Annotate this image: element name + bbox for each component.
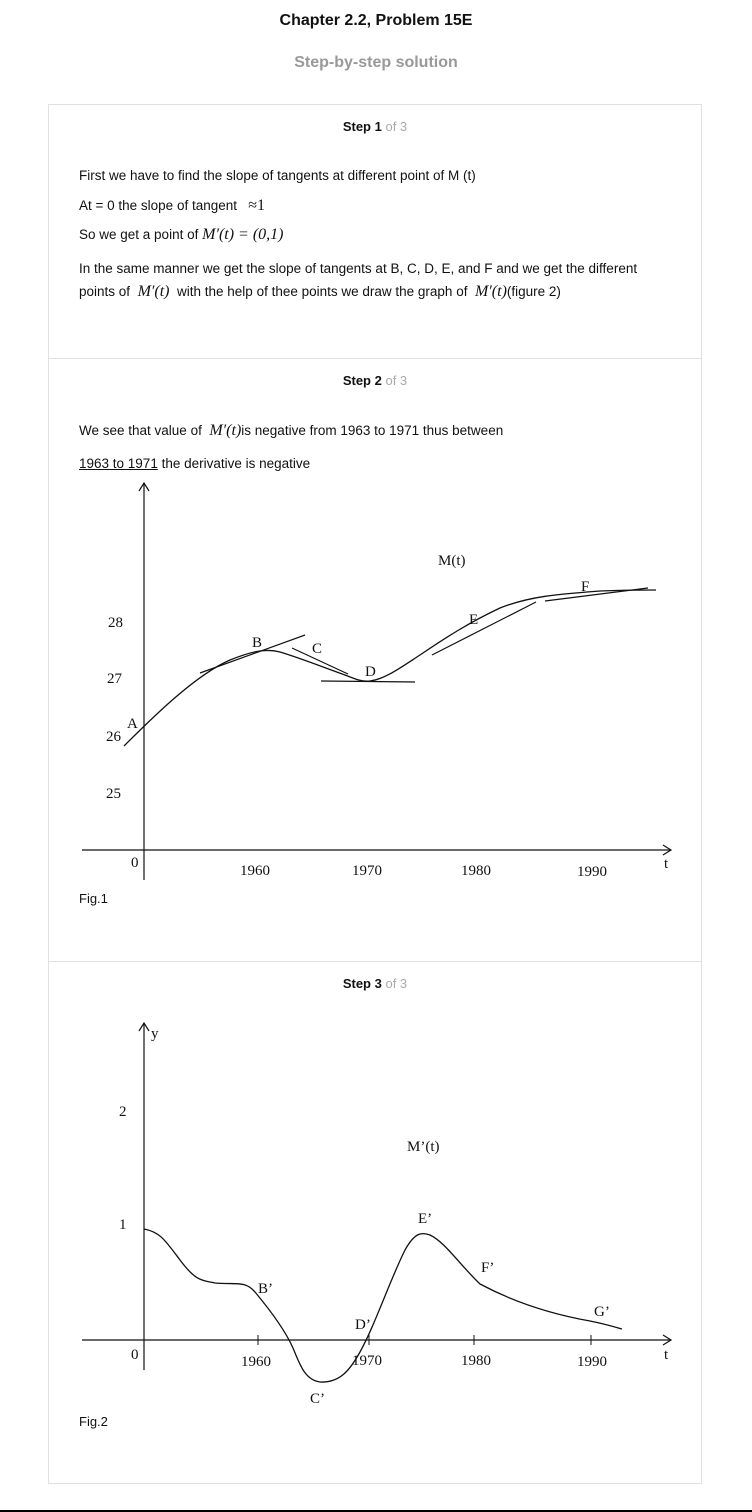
fig2-y-tick-1: 1: [119, 1217, 127, 1233]
step-1-line-2: At = 0 the slope of tangent ≈1: [79, 197, 265, 215]
step-2-line-2-text: the derivative is negative: [161, 456, 311, 471]
fig2-y-tick-2: 2: [119, 1104, 127, 1120]
page-subtitle: Step-by-step solution: [294, 54, 458, 71]
step-1-header: Step 1 of 3: [49, 119, 701, 134]
step-2-line-1-text-a: We see that value of: [79, 423, 202, 438]
fig1-tangent-e: [431, 601, 537, 656]
fig2-curve: [143, 1228, 623, 1383]
step-1-line-5: points of M′(t) with the help of thee po…: [79, 283, 561, 301]
fig1-point-e: E: [469, 612, 478, 628]
fig2-y-arrow: [138, 1021, 150, 1032]
step-1-line-4: In the same manner we get the slope of t…: [79, 261, 638, 276]
step-2-line-1: We see that value of M′(t)is negative fr…: [79, 422, 503, 440]
step-3-label: Step 3: [342, 976, 382, 991]
fig2-x-arrow: [662, 1334, 673, 1346]
step-1-line-3-text: So we get a point of: [79, 227, 199, 242]
fig1-y-tick-26: 26: [106, 729, 122, 745]
fig1-x-tick-1980: 1980: [461, 863, 491, 879]
step-1-line-1: First we have to find the slope of tange…: [79, 168, 476, 183]
fig1-tangent-b: [199, 634, 306, 674]
step-2-line-2-underlined: 1963 to 1971: [79, 456, 158, 471]
fig1-y-tick-27: 27: [107, 671, 123, 687]
step-1-line-5-math-2: M′(t): [474, 283, 507, 300]
fig1-x-axis-label: t: [664, 856, 669, 872]
fig1-y-tick-28: 28: [108, 615, 123, 631]
step-3-header: Step 3 of 3: [49, 976, 701, 991]
figure-1-graph: M(t) 0 t 1960 1970 1980 1990 25 26 27 28…: [82, 481, 673, 880]
fig1-point-b: B: [252, 635, 262, 651]
step-2-card: Step 2 of 3 We see that value of M′(t)is…: [48, 358, 702, 962]
fig1-point-a: A: [127, 716, 138, 732]
fig2-point-b: B’: [258, 1281, 273, 1297]
fig2-point-e: E’: [418, 1211, 432, 1227]
fig1-x-arrow: [662, 844, 673, 856]
fig1-point-d: D: [365, 664, 376, 680]
step-1-of: of 3: [385, 119, 408, 134]
step-1-line-5-text-b: with the help of thee points we draw the…: [177, 284, 468, 299]
figure-2-graph: M’(t) y 0 t 1960 1970 1980 1990 1 2 B’ C…: [82, 1021, 673, 1407]
fig1-x-tick-1960: 1960: [240, 863, 270, 879]
fig2-origin-label: 0: [131, 1347, 139, 1363]
fig1-point-c: C: [312, 641, 322, 657]
step-1-line-5-math-1: M′(t): [137, 283, 170, 300]
figure-2-caption: Fig.2: [79, 1414, 108, 1429]
fig2-point-f: F’: [481, 1260, 494, 1276]
fig1-x-tick-1990: 1990: [577, 864, 607, 880]
fig1-tangent-f: [544, 587, 649, 602]
fig1-origin-label: 0: [131, 855, 139, 871]
step-1-label: Step 1: [342, 119, 382, 134]
fig2-point-c: C’: [310, 1391, 325, 1407]
step-2-line-1-text-b: is negative from 1963 to 1971 thus betwe…: [241, 423, 504, 438]
fig2-x-tick-label-1970: 1970: [352, 1353, 382, 1369]
fig1-y-arrow: [138, 481, 150, 492]
fig2-point-g: G’: [594, 1304, 610, 1320]
figure-1-caption: Fig.1: [79, 891, 108, 906]
step-1-line-5-text-a: points of: [79, 284, 131, 299]
fig1-curve: [123, 589, 657, 747]
fig1-y-tick-25: 25: [106, 786, 121, 802]
step-2-of: of 3: [385, 373, 408, 388]
fig1-curve-label: M(t): [438, 553, 466, 569]
step-1-line-5-text-c: (figure 2): [506, 284, 561, 299]
fig1-x-tick-1970: 1970: [352, 863, 382, 879]
fig2-curve-label: M’(t): [407, 1139, 440, 1155]
fig2-x-axis-label: t: [664, 1347, 669, 1363]
step-1-line-2-math: ≈1: [248, 197, 266, 214]
step-2-line-1-math: M′(t): [209, 422, 242, 439]
bottom-border: [0, 1510, 752, 1512]
step-1-card: Step 1 of 3 First we have to find the sl…: [48, 104, 702, 359]
step-1-line-3-math: M′(t) = (0,1): [202, 226, 284, 243]
fig1-tangent-d: [320, 680, 416, 683]
step-1-line-2-text: At = 0 the slope of tangent: [79, 198, 237, 213]
fig1-tangent-c: [291, 647, 349, 675]
fig2-x-tick-label-1960: 1960: [241, 1354, 271, 1370]
step-3-of: of 3: [385, 976, 408, 991]
page-title: Chapter 2.2, Problem 15E: [279, 12, 473, 29]
fig2-y-axis-label: y: [151, 1026, 159, 1042]
step-2-line-2: 1963 to 1971 the derivative is negative: [79, 456, 310, 471]
fig2-point-d: D’: [355, 1317, 371, 1333]
step-3-card: Step 3 of 3 Fig.2: [48, 961, 702, 1484]
step-2-header: Step 2 of 3: [49, 373, 701, 388]
fig2-x-tick-label-1980: 1980: [461, 1353, 491, 1369]
fig1-point-f: F: [581, 579, 589, 595]
step-2-label: Step 2: [342, 373, 382, 388]
fig2-x-tick-label-1990: 1990: [577, 1354, 607, 1370]
step-1-line-3: So we get a point of M′(t) = (0,1): [79, 226, 284, 244]
